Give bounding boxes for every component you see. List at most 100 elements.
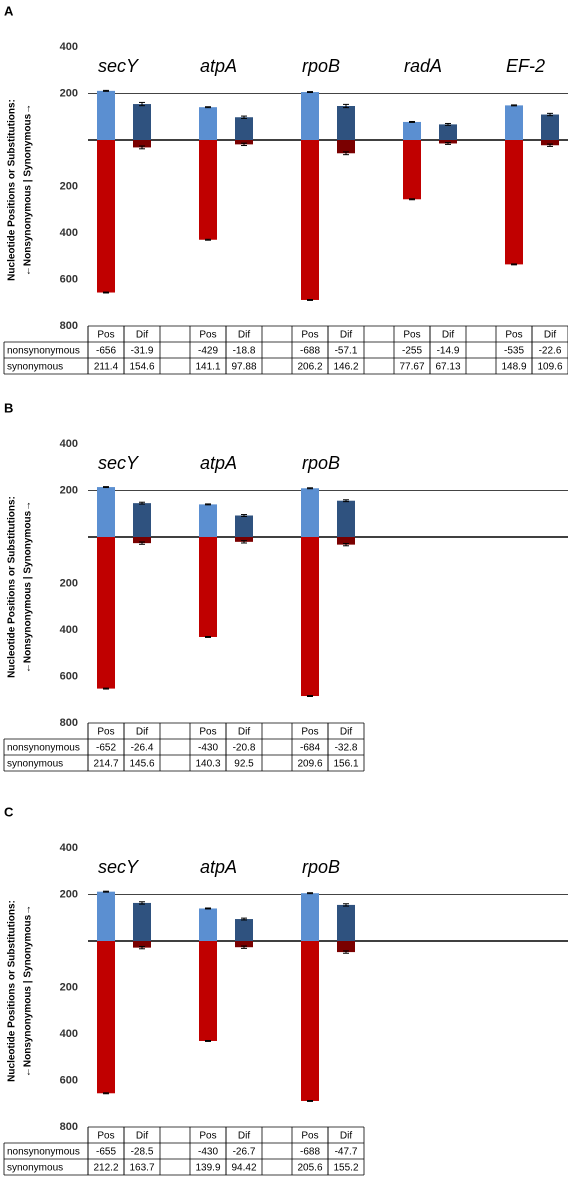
table-value: -655 [96,1147,116,1158]
table-value: -20.8 [233,743,256,754]
table-value: -430 [198,1147,218,1158]
row-label: synonymous [7,362,63,373]
gene-label: secY [98,857,140,877]
table-value: -32.8 [335,743,358,754]
table-value: -57.1 [335,346,358,357]
y-axis-label: ←Nonsynonymous | Synonymous→ [23,104,34,276]
y-tick-label: 200 [60,981,78,993]
table-value: -652 [96,743,116,754]
bar [403,140,421,200]
table-value: 109.6 [537,362,562,373]
column-header: Dif [544,330,556,341]
bar [301,488,319,537]
table-value: 205.6 [297,1163,322,1174]
y-tick-label: 400 [60,438,78,450]
column-header: Pos [199,1131,216,1142]
bar [505,105,523,140]
y-tick-label: 400 [60,1028,78,1040]
bar [199,140,217,240]
gene-label: secY [98,56,140,76]
bar [337,140,355,154]
row-label: nonsynonymous [7,743,80,754]
bar [97,537,115,689]
column-header: Pos [505,330,522,341]
column-header: Pos [199,727,216,738]
bar [235,941,253,948]
bar [97,90,115,140]
y-tick-label: 600 [60,1074,78,1086]
column-header: Pos [199,330,216,341]
y-tick-label: 600 [60,670,78,682]
y-tick-label: 600 [60,273,78,285]
column-header: Dif [442,330,454,341]
bar [97,941,115,1094]
panel-label: B [4,400,13,415]
bar [199,107,217,140]
table-value: 140.3 [195,759,220,770]
bar [505,140,523,265]
bar [133,503,151,537]
table-value: 94.42 [231,1163,256,1174]
row-label: nonsynonymous [7,1147,80,1158]
table-value: 211.4 [94,362,119,373]
table-value: -535 [504,346,524,357]
gene-label: rpoB [302,56,340,76]
bar [235,537,253,542]
y-tick-label: 200 [60,484,78,496]
table-value: 209.6 [297,759,322,770]
bar [235,117,253,140]
bar [337,941,355,953]
bar [97,140,115,293]
table-value: 206.2 [297,362,322,373]
table-value: 97.88 [231,362,256,373]
column-header: Pos [301,1131,318,1142]
y-axis-label: ←Nonsynonymous | Synonymous→ [23,905,34,1077]
table-value: -47.7 [335,1147,358,1158]
y-axis-label: Nucleotide Positions or Substitutions: [7,900,18,1082]
y-tick-label: 200 [60,180,78,192]
table-value: 139.9 [195,1163,220,1174]
table-value: -429 [198,346,218,357]
bar [301,537,319,697]
table-value: 212.2 [93,1163,118,1174]
column-header: Pos [97,727,114,738]
table-value: 67.13 [435,362,460,373]
table-value: 163.7 [129,1163,154,1174]
y-axis-label: Nucleotide Positions or Substitutions: [7,99,18,281]
y-tick-label: 800 [60,320,78,332]
table-value: 146.2 [333,362,358,373]
column-header: Pos [97,1131,114,1142]
y-tick-label: 400 [60,624,78,636]
row-label: synonymous [7,759,63,770]
panel-label: A [4,3,14,18]
bar [97,487,115,537]
bar [97,891,115,941]
table-value: -688 [300,346,320,357]
table-value: -31.9 [131,346,154,357]
y-tick-label: 400 [60,842,78,854]
column-header: Dif [340,1131,352,1142]
gene-label: atpA [200,453,237,473]
bar [235,140,253,145]
column-header: Dif [238,1131,250,1142]
bar [199,537,217,637]
column-header: Pos [97,330,114,341]
table-value: -430 [198,743,218,754]
table-value: -255 [402,346,422,357]
panel-label: C [4,804,14,819]
table-value: -688 [300,1147,320,1158]
table-value: -28.5 [131,1147,154,1158]
table-value: 156.1 [333,759,358,770]
column-header: Dif [340,727,352,738]
bar [301,941,319,1101]
row-label: synonymous [7,1163,63,1174]
column-header: Dif [340,330,352,341]
table-value: 214.7 [93,759,118,770]
bar [439,124,457,140]
gene-label: rpoB [302,857,340,877]
gene-label: EF-2 [506,56,545,76]
bar [439,140,457,144]
table-value: 148.9 [501,362,526,373]
table-value: -684 [300,743,320,754]
